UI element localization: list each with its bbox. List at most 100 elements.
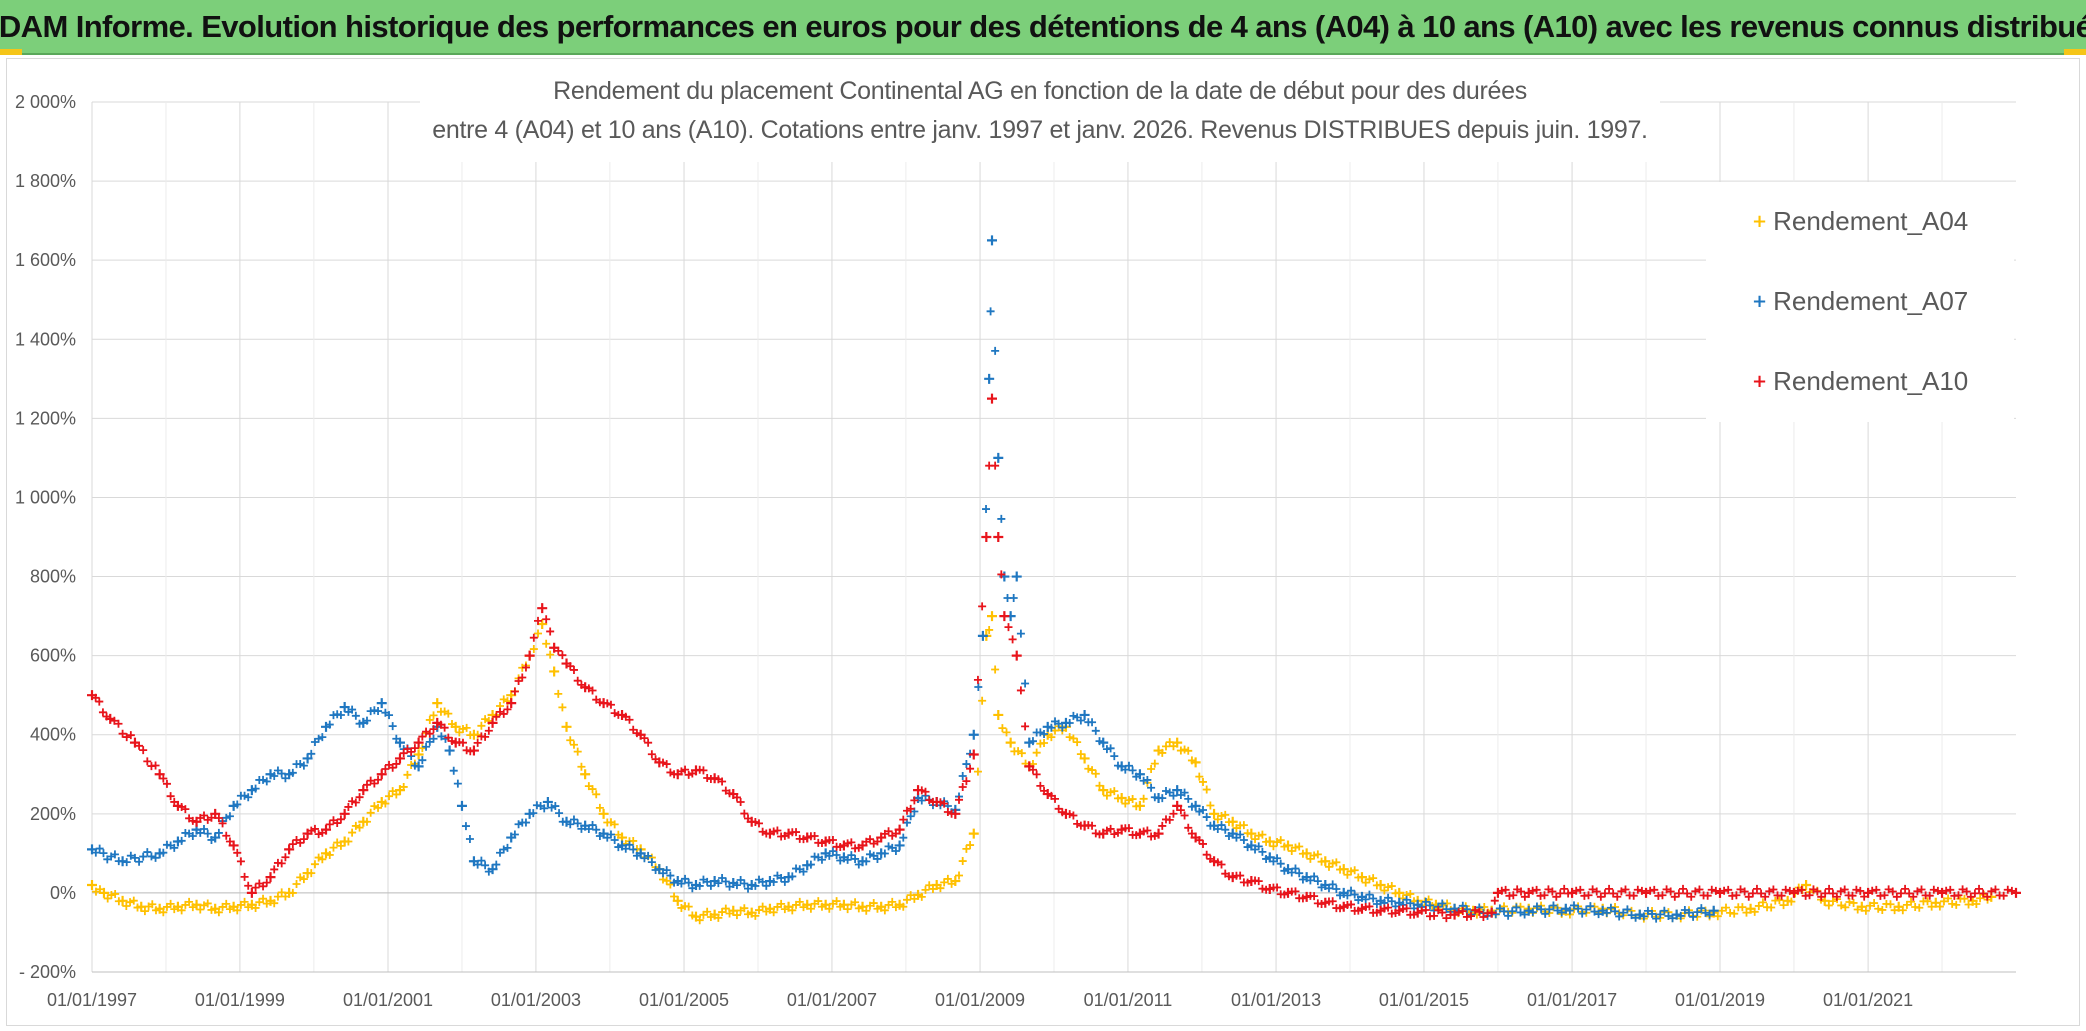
point-fill-a04	[381, 799, 390, 808]
point-fill-a04	[862, 906, 871, 915]
point-fill-a10	[718, 777, 727, 786]
point-fill-a10	[1954, 891, 1963, 900]
point-fill-a07	[1236, 830, 1245, 839]
point-fill-a07	[510, 830, 519, 839]
point-fill-a07	[130, 853, 139, 862]
point-fill-a10	[1658, 891, 1667, 900]
point-fill-a04	[936, 884, 945, 893]
point-fill-a10	[1888, 887, 1897, 896]
point-fill-a04	[1088, 766, 1097, 775]
point-fill-a07	[817, 855, 826, 864]
point-fill-a07	[880, 849, 889, 858]
point-a04	[1246, 828, 1257, 839]
point-fill-a07	[1615, 912, 1624, 921]
point-fill-a04	[196, 905, 205, 914]
point-fill-a04	[292, 879, 301, 888]
point-a04	[838, 899, 849, 910]
point-fill-a07	[1369, 894, 1378, 903]
point-fill-a07	[473, 860, 482, 869]
point-fill-a04	[458, 724, 467, 733]
point-a10	[1011, 650, 1022, 661]
point-fill-a07	[1684, 908, 1693, 917]
point-fill-a04	[566, 736, 575, 745]
point-fill-a07	[1091, 726, 1100, 735]
point-fill-a10	[503, 705, 512, 714]
point-fill-a10	[307, 826, 316, 835]
point-a10	[376, 769, 387, 780]
point-fill-a04	[444, 709, 453, 718]
point-fill-a10	[218, 819, 227, 828]
point-fill-a04	[832, 897, 841, 906]
point-fill-a04	[1923, 897, 1932, 906]
point-a07	[394, 737, 405, 748]
point-fill-a04	[122, 901, 131, 910]
point-fill-a10	[754, 819, 763, 828]
point-fill-a04	[1106, 788, 1115, 797]
point-fill-a04	[629, 836, 638, 845]
point-fill-a10	[644, 738, 653, 747]
point-fill-a10	[1674, 889, 1683, 898]
point-fill-a04	[1269, 842, 1278, 851]
point-fill-a07	[1701, 908, 1710, 917]
point-fill-a04	[148, 900, 157, 909]
point-fill-a07	[851, 854, 860, 863]
point-fill-a10	[1365, 902, 1374, 911]
point-fill-a10	[1036, 781, 1045, 790]
point-fill-a07	[610, 835, 619, 844]
point-a07	[444, 745, 455, 756]
point-fill-a10	[1528, 886, 1537, 895]
point-fill-a10	[1970, 889, 1979, 898]
point-fill-a10	[884, 827, 893, 836]
point-fill-a10	[1650, 885, 1659, 894]
point-fill-a10	[440, 723, 449, 732]
point-fill-a10	[1929, 885, 1938, 894]
point-fill-a10	[114, 719, 123, 728]
point-fill-a10	[1884, 885, 1893, 894]
point-fill-a07	[1009, 594, 1018, 603]
point-a04	[1301, 848, 1312, 859]
point-fill-a07	[806, 860, 815, 869]
point-fill-a07	[1611, 907, 1620, 916]
point-fill-a07	[1065, 718, 1074, 727]
point-fill-a04	[203, 899, 212, 908]
point-fill-a10	[1905, 889, 1914, 898]
point-fill-a07	[1184, 794, 1193, 803]
point-fill-a07	[1221, 825, 1230, 834]
point-fill-a10	[1421, 906, 1430, 915]
point-a07	[456, 800, 467, 811]
point-fill-a04	[425, 715, 434, 724]
point-fill-a04	[129, 896, 138, 905]
point-fill-a10	[510, 687, 519, 696]
point-a04	[950, 876, 961, 887]
point-a04	[1116, 793, 1127, 803]
point-fill-a10	[1328, 897, 1337, 906]
point-fill-a04	[1886, 900, 1895, 909]
point-a10	[468, 745, 479, 756]
point-fill-a10	[1458, 907, 1467, 916]
point-fill-a04	[1180, 745, 1189, 754]
point-fill-a10	[1475, 907, 1484, 916]
point-a10	[999, 611, 1010, 622]
point-fill-a10	[534, 616, 543, 625]
point-fill-a04	[1713, 912, 1722, 921]
x-tick-label: 01/01/2019	[1675, 990, 1765, 1010]
point-fill-a07	[477, 856, 486, 865]
point-fill-a07	[714, 879, 723, 888]
point-fill-a04	[1091, 769, 1100, 778]
point-fill-a10	[1434, 906, 1443, 915]
point-fill-a10	[1124, 824, 1133, 833]
x-tick-label: 01/01/2003	[491, 990, 581, 1010]
point-fill-a04	[1874, 904, 1883, 913]
point-fill-a10	[521, 663, 530, 672]
point-fill-a04	[888, 897, 897, 906]
point-fill-a04	[588, 785, 597, 794]
point-fill-a04	[806, 904, 815, 913]
point-fill-a10	[1106, 824, 1115, 833]
point-fill-a10	[362, 780, 371, 789]
point-fill-a07	[1239, 835, 1248, 844]
point-fill-a07	[1619, 908, 1628, 917]
point-fill-a07	[418, 756, 427, 765]
point-fill-a10	[1983, 892, 1992, 901]
point-fill-a10	[499, 709, 508, 718]
point-fill-a10	[98, 708, 107, 717]
